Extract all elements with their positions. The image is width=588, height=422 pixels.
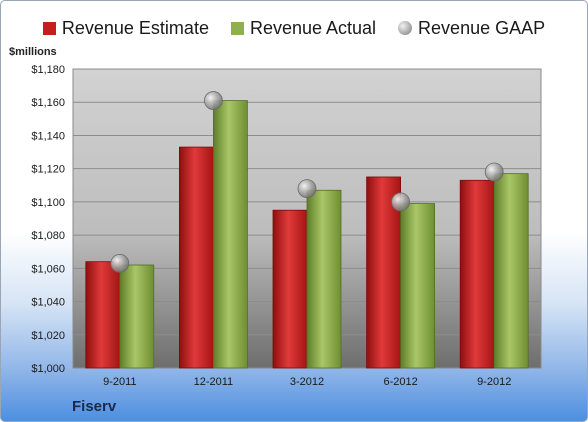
y-tick-label: $1,120 <box>31 164 65 176</box>
y-axis-ticks: $1,000 $1,020 $1,040 $1,060 $1,080 $1,100 $1,1… <box>31 64 65 375</box>
x-tick-label: 9-2011 <box>103 376 136 388</box>
bar-actual <box>212 100 248 369</box>
company-name: Fiserv <box>72 398 117 415</box>
legend-item-estimate: Revenue Estimate <box>42 17 209 39</box>
y-tick-label: $1,160 <box>31 97 65 109</box>
bar-actual <box>306 189 342 369</box>
legend-swatch-actual <box>230 21 244 35</box>
gaap-marker <box>391 192 411 212</box>
x-tick-label: 6-2012 <box>383 376 417 388</box>
x-tick-label: 9-2012 <box>477 376 511 388</box>
x-tick-label: 3-2012 <box>290 376 324 388</box>
bar-estimate <box>272 209 308 369</box>
y-tick-label: $1,180 <box>31 64 65 76</box>
bar-actual <box>400 203 436 369</box>
x-axis-ticks: 9-2011 12-2011 3-2012 6-2012 9-2012 <box>103 376 511 388</box>
y-axis-units-label: $millions <box>9 46 57 58</box>
bar-estimate <box>178 146 214 369</box>
legend-label-estimate: Revenue Estimate <box>61 17 209 38</box>
y-tick-label: $1,100 <box>31 197 65 209</box>
gaap-marker <box>297 179 317 199</box>
gaap-markers <box>110 91 504 273</box>
gaap-marker <box>203 91 223 110</box>
x-tick-label: 12-2011 <box>194 376 234 388</box>
bar-estimate <box>459 179 495 369</box>
bar-estimate <box>85 261 121 369</box>
legend-item-gaap: Revenue GAAP <box>398 18 545 39</box>
y-tick-label: $1,020 <box>31 330 65 342</box>
legend-marker-gaap <box>398 21 413 35</box>
legend-label-actual: Revenue Actual <box>249 17 377 38</box>
bar-actual <box>119 264 155 369</box>
legend-label-gaap: Revenue GAAP <box>418 17 546 38</box>
bar-actual <box>493 173 529 369</box>
y-tick-label: $1,140 <box>31 130 65 142</box>
gaap-marker <box>110 253 130 273</box>
y-tick-label: $1,000 <box>31 363 65 375</box>
y-tick-label: $1,080 <box>31 230 65 242</box>
legend: Revenue Estimate Revenue Actual Revenue … <box>1 15 587 41</box>
gaap-marker <box>484 162 504 182</box>
legend-swatch-estimate <box>42 21 56 35</box>
y-tick-label: $1,060 <box>31 263 65 275</box>
bars <box>85 100 529 369</box>
legend-item-actual: Revenue Actual <box>230 17 377 39</box>
y-tick-label: $1,040 <box>31 297 65 309</box>
